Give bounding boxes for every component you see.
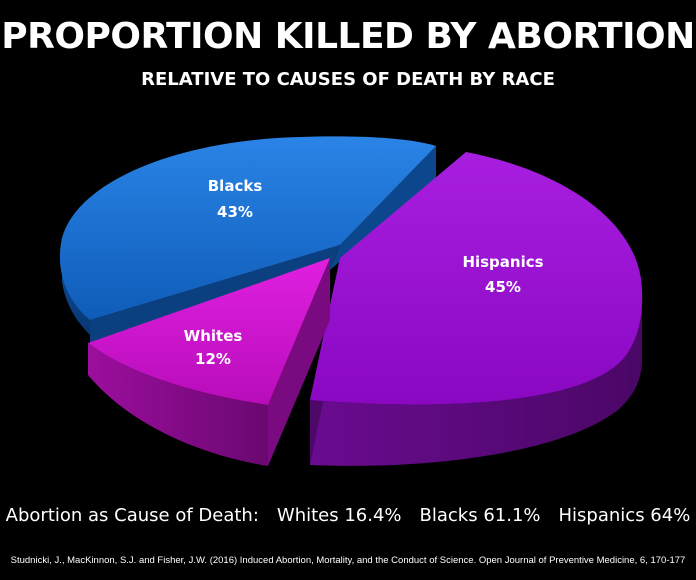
slice-hispanics xyxy=(310,152,643,466)
summary-lead: Abortion as Cause of Death: xyxy=(5,505,259,526)
summary-item-hispanics: Hispanics 64% xyxy=(558,505,691,526)
slice-blacks-side-right xyxy=(330,146,436,270)
slice-blacks-top xyxy=(59,136,437,320)
slice-whites-top xyxy=(88,258,330,405)
slice-label-hispanics-name: Hispanics xyxy=(462,253,543,271)
slice-label-blacks-name: Blacks xyxy=(208,177,263,195)
slice-whites xyxy=(88,258,330,466)
slice-whites-side-right xyxy=(268,258,330,466)
slice-label-hispanics-value: 45% xyxy=(485,278,521,296)
slice-blacks-side-inner xyxy=(90,245,340,345)
slice-label-whites-name: Whites xyxy=(184,327,243,345)
summary-item-whites: Whites 16.4% xyxy=(276,505,402,526)
chart-title: PROPORTION KILLED BY ABORTION xyxy=(1,16,695,57)
slice-label-blacks-value: 43% xyxy=(217,203,253,221)
slice-label-whites-value: 12% xyxy=(195,350,231,368)
slice-blacks xyxy=(59,136,437,345)
slice-whites-side-front xyxy=(88,343,268,466)
chart-subtitle: RELATIVE TO CAUSES OF DEATH BY RACE xyxy=(141,69,555,90)
summary-item-blacks: Blacks 61.1% xyxy=(419,505,541,526)
source-citation: Studnicki, J., MacKinnon, S.J. and Fishe… xyxy=(10,555,686,566)
slice-hispanics-top xyxy=(310,152,643,405)
abortion-cause-summary: Abortion as Cause of Death: Whites 16.4% B… xyxy=(0,505,696,526)
slice-hispanics-side-front xyxy=(310,300,642,466)
